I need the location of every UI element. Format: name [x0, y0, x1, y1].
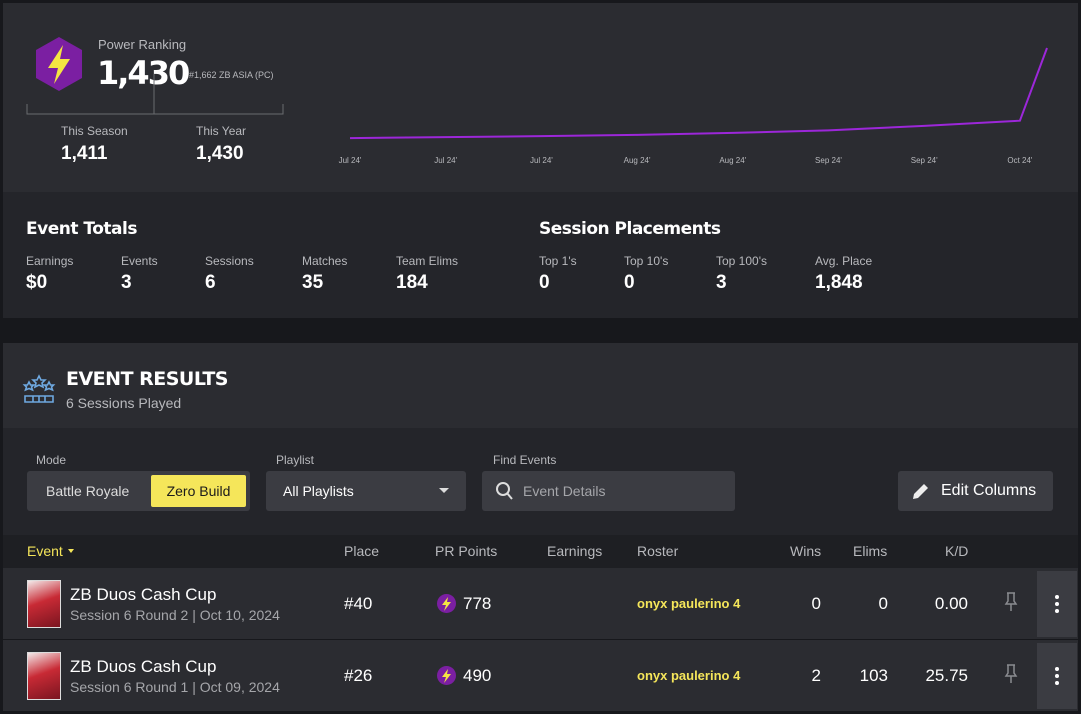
- dropdown-arrow: [439, 488, 449, 493]
- column-header[interactable]: Earnings: [547, 543, 603, 559]
- filter-label: Playlist: [276, 453, 315, 467]
- power-label: Power Ranking: [98, 37, 187, 52]
- table-header: [3, 535, 1078, 568]
- top-panel: [3, 3, 1078, 192]
- power-chart: Jul 24' Jul 24' Jul 24' Aug 24' Aug 24' Sep 2…: [339, 47, 1048, 165]
- elims: 0: [878, 594, 888, 613]
- event-name: ZB Duos Cash Cup: [70, 585, 217, 604]
- x-tick-label: Aug 24': [719, 156, 746, 165]
- column-header[interactable]: PR Points: [435, 543, 498, 559]
- stat-label: Sessions: [205, 254, 254, 268]
- totals-panel: [3, 192, 1078, 318]
- power-line: [349, 47, 1048, 140]
- year-value: 1,430: [196, 143, 244, 164]
- table-row: [3, 640, 1078, 711]
- stat-value: 3: [121, 272, 132, 293]
- power-icon: [36, 37, 82, 91]
- event-session: Session 6 Round 2 | Oct 10, 2024: [70, 607, 280, 623]
- roster[interactable]: onyx paulerino 4: [637, 668, 741, 683]
- stat-label: Earnings: [26, 254, 74, 268]
- filter-label: Mode: [36, 453, 67, 467]
- event-thumbnail: [27, 580, 61, 628]
- x-tick-label: Sep 24': [911, 156, 938, 165]
- x-tick-label: Aug 24': [624, 156, 651, 165]
- stat-label: Top 100's: [716, 254, 767, 268]
- menu-button[interactable]: [1037, 643, 1077, 709]
- place: #26: [344, 666, 373, 685]
- stat-label: Top 10's: [624, 254, 669, 268]
- stat-value: 184: [396, 272, 428, 293]
- edit-icon: [913, 484, 928, 499]
- x-tick-label: Jul 24': [339, 156, 362, 165]
- edit-columns-label: Edit Columns: [941, 482, 1037, 499]
- playlist-value: All Playlists: [283, 483, 354, 499]
- mode-option-active[interactable]: Zero Build: [151, 475, 246, 507]
- place: #40: [344, 594, 373, 613]
- wins: 2: [811, 666, 821, 685]
- filter-label: Find Events: [493, 453, 557, 467]
- section-title: Event Totals: [26, 219, 137, 239]
- search-placeholder: Event Details: [523, 483, 606, 499]
- elims: 103: [859, 666, 888, 685]
- season-label: This Season: [61, 124, 128, 138]
- stat-value: 0: [539, 272, 550, 293]
- stat-value: $0: [26, 272, 48, 293]
- year-label: This Year: [196, 124, 247, 138]
- mode-option[interactable]: Battle Royale: [46, 483, 130, 499]
- bracket: [26, 74, 284, 115]
- search-icon: [496, 482, 513, 500]
- results-icon: [22, 374, 56, 403]
- x-tick-label: Jul 24': [530, 156, 553, 165]
- pr-points: 490: [463, 666, 492, 685]
- kd: 0.00: [934, 594, 968, 613]
- search-box[interactable]: [482, 471, 735, 511]
- stat-label: Team Elims: [396, 254, 459, 268]
- pin-button[interactable]: [1003, 663, 1019, 685]
- stat-label: Top 1's: [539, 254, 577, 268]
- x-tick-label: Oct 24': [1007, 156, 1033, 165]
- menu-button[interactable]: [1037, 571, 1077, 637]
- stat-value: 35: [302, 272, 324, 293]
- x-tick-label: Jul 24': [434, 156, 457, 165]
- stat-value: 0: [624, 272, 635, 293]
- event-session: Session 6 Round 1 | Oct 09, 2024: [70, 679, 280, 695]
- stat-value: 1,848: [815, 272, 863, 293]
- stat-value: 3: [716, 272, 727, 293]
- results-subtitle: 6 Sessions Played: [66, 395, 182, 411]
- stat-value: 6: [205, 272, 216, 293]
- results-title: EVENT RESULTS: [66, 368, 228, 390]
- pr-icon: [437, 666, 456, 685]
- stat-label: Avg. Place: [815, 254, 873, 268]
- pin-button[interactable]: [1003, 591, 1019, 613]
- table-row: [3, 568, 1078, 639]
- section-title: Session Placements: [539, 219, 721, 239]
- column-header[interactable]: K/D: [945, 543, 969, 559]
- playlist-select[interactable]: [266, 471, 466, 511]
- event-name: ZB Duos Cash Cup: [70, 657, 217, 676]
- column-header[interactable]: Elims: [853, 543, 888, 559]
- sort-arrow: [68, 549, 74, 553]
- kd: 25.75: [925, 666, 968, 685]
- power-rank: #1,662 ZB ASIA (PC): [189, 70, 274, 80]
- column-header[interactable]: Roster: [637, 543, 679, 559]
- power-value: 1,430: [97, 54, 190, 92]
- season-value: 1,411: [61, 143, 108, 164]
- pr-icon: [437, 594, 456, 613]
- column-header[interactable]: Wins: [790, 543, 822, 559]
- pr-points: 778: [463, 594, 492, 613]
- column-header[interactable]: Place: [344, 543, 380, 559]
- results-header: [3, 343, 1078, 428]
- wins: 0: [811, 594, 821, 613]
- event-thumbnail: [27, 652, 61, 700]
- x-tick-label: Sep 24': [815, 156, 842, 165]
- column-header[interactable]: Event: [27, 543, 63, 559]
- stat-label: Events: [121, 254, 158, 268]
- roster[interactable]: onyx paulerino 4: [637, 596, 741, 611]
- stat-label: Matches: [302, 254, 348, 268]
